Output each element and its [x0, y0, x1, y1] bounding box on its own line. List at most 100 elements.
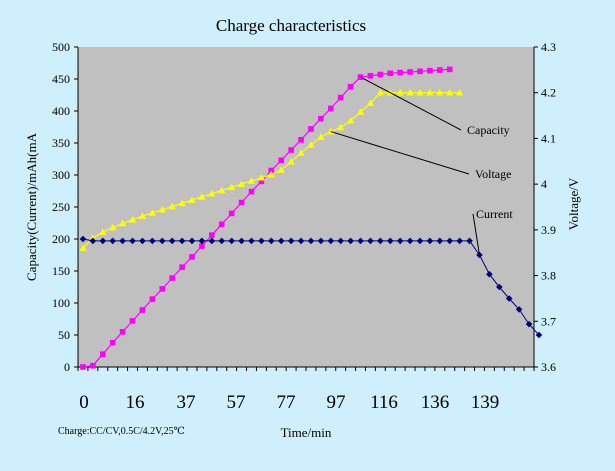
- x-tick-label: 97: [327, 392, 346, 413]
- y2-tick-label: 3.7: [541, 314, 556, 328]
- current-point: [317, 237, 325, 245]
- voltage-point: [128, 216, 137, 223]
- capacity-point: [298, 137, 304, 143]
- y2-tick-label: 3.8: [541, 269, 556, 283]
- current-series-label: Current: [476, 207, 513, 221]
- voltage-point: [376, 88, 384, 96]
- current-point: [139, 237, 146, 245]
- voltage-point: [247, 177, 256, 184]
- capacity-point: [189, 254, 195, 260]
- y-tick-label: 200: [52, 232, 70, 246]
- capacity-point: [238, 199, 245, 206]
- y-axis-label: Capacity(Current)/mAh(mA: [24, 132, 39, 281]
- current-point: [79, 235, 87, 243]
- current-point: [386, 237, 394, 245]
- capacity-point: [417, 68, 423, 75]
- voltage-point: [327, 127, 335, 135]
- x-axis-label: Time/min: [281, 425, 332, 440]
- y2-tick-label: 4: [541, 177, 547, 191]
- x-tick-label: 57: [227, 392, 246, 413]
- voltage-point: [188, 196, 196, 203]
- current-point: [218, 237, 226, 245]
- voltage-point: [297, 149, 305, 156]
- current-point: [258, 237, 265, 245]
- voltage-point: [198, 193, 206, 200]
- capacity-point: [308, 126, 314, 132]
- voltage-point: [208, 189, 216, 197]
- voltage-point: [356, 108, 365, 115]
- y2-tick-label: 4.1: [541, 131, 556, 145]
- capacity-point: [90, 362, 96, 369]
- voltage-point: [347, 116, 355, 124]
- current-point: [109, 237, 116, 245]
- current-point: [99, 237, 107, 245]
- current-point: [238, 237, 245, 245]
- capacity-point: [268, 167, 275, 174]
- capacity-point: [327, 105, 334, 112]
- voltage-point: [396, 88, 404, 96]
- chart-title: Charge characteristics: [216, 16, 366, 35]
- y-tick-label: 250: [52, 200, 70, 214]
- y-tick-label: 500: [52, 40, 70, 54]
- voltage-point: [158, 205, 166, 213]
- y-tick-label: 400: [52, 104, 70, 118]
- y-tick-label: 350: [52, 136, 70, 150]
- voltage-point: [109, 223, 117, 231]
- current-point: [198, 237, 206, 245]
- x-tick-label: 37: [177, 392, 196, 413]
- capacity-point: [288, 147, 294, 153]
- current-point: [396, 237, 404, 245]
- current-point: [466, 237, 473, 245]
- voltage-point: [148, 209, 156, 216]
- current-point: [327, 237, 335, 245]
- current-point: [119, 237, 126, 245]
- capacity-point: [427, 67, 433, 74]
- current-point: [208, 237, 216, 245]
- voltage-point: [138, 212, 147, 219]
- voltage-series: [79, 88, 464, 251]
- current-point: [525, 320, 533, 328]
- voltage-point: [307, 141, 315, 148]
- voltage-point: [277, 166, 285, 173]
- capacity-point: [139, 307, 146, 313]
- capacity-point: [347, 83, 354, 90]
- current-point: [337, 237, 344, 245]
- current-point: [535, 331, 543, 339]
- current-point: [426, 237, 434, 245]
- capacity-point: [387, 70, 394, 77]
- y-tick-label: 150: [52, 264, 70, 278]
- current-point: [347, 237, 354, 245]
- current-point: [297, 237, 305, 245]
- test-conditions-note: Charge:CC/CV,0.5C/4.2V,25℃: [58, 426, 185, 437]
- capacity-point: [149, 296, 156, 302]
- current-series: [79, 235, 543, 339]
- y2-tick-label: 4.3: [541, 40, 556, 54]
- voltage-callout-line: [330, 131, 470, 175]
- voltage-point: [257, 173, 265, 181]
- y-tick-label: 0: [64, 360, 70, 374]
- y2-tick-label: 4.2: [541, 86, 556, 100]
- capacity-point: [109, 339, 116, 346]
- current-point: [357, 237, 364, 245]
- capacity-point: [218, 221, 225, 228]
- capacity-point: [248, 188, 255, 195]
- current-point: [149, 237, 156, 245]
- capacity-point: [337, 94, 344, 101]
- voltage-point: [456, 88, 464, 96]
- capacity-point: [119, 329, 126, 335]
- current-point: [505, 295, 513, 302]
- capacity-point: [278, 157, 285, 164]
- current-point: [406, 237, 414, 245]
- capacity-point: [169, 275, 175, 281]
- current-point: [496, 283, 503, 291]
- y-tick-label: 100: [52, 296, 70, 310]
- current-point: [129, 237, 136, 245]
- voltage-point: [416, 88, 424, 96]
- voltage-point: [337, 123, 345, 131]
- capacity-point: [318, 115, 324, 122]
- current-point: [178, 237, 186, 245]
- series-labels: Capacity Voltage Current: [330, 76, 513, 256]
- capacity-point: [397, 69, 403, 76]
